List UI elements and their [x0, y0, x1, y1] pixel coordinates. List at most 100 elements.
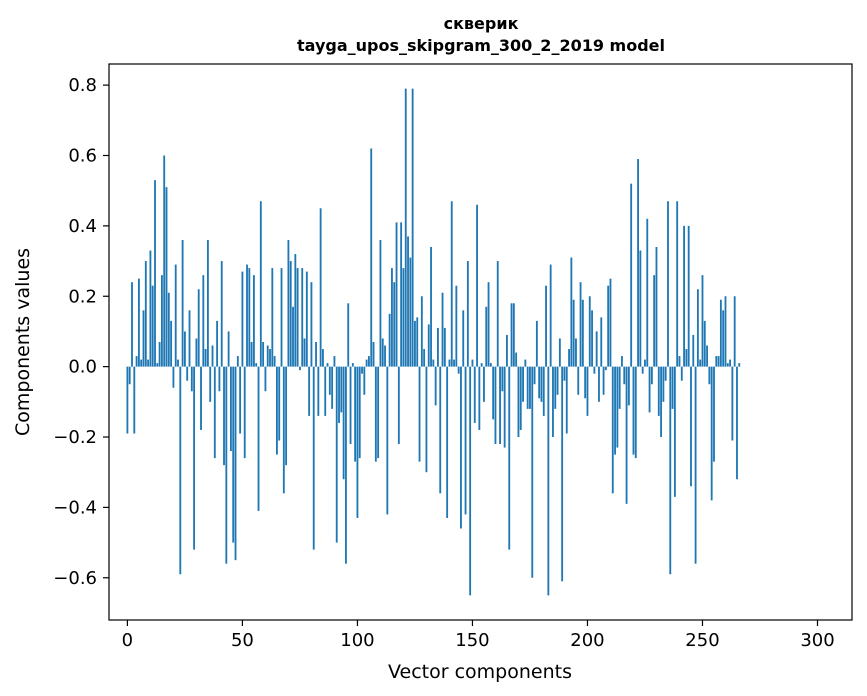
bar: [351, 363, 354, 367]
bar: [384, 345, 386, 367]
x-tick-label: 100: [340, 630, 374, 651]
bar: [437, 327, 439, 367]
bar: [441, 292, 444, 367]
bar: [361, 366, 363, 374]
bar: [434, 366, 437, 406]
bar: [223, 366, 225, 466]
bar: [669, 366, 672, 575]
bar: [340, 366, 343, 413]
bar: [411, 88, 414, 367]
bar: [736, 366, 738, 480]
bar: [294, 254, 297, 367]
bar: [450, 201, 453, 367]
bar: [611, 366, 614, 494]
bar: [206, 239, 209, 367]
bar: [460, 366, 462, 529]
bar: [303, 338, 306, 367]
y-axis-ticks: −0.6 −0.4 −0.2 0.0 0.2 0.4 0.6 0.8: [53, 75, 109, 589]
bar: [660, 366, 662, 438]
bar: [708, 366, 711, 385]
bar: [266, 345, 269, 367]
bar: [703, 320, 706, 367]
bar: [671, 366, 674, 409]
bar: [455, 285, 458, 367]
bar: [538, 366, 541, 399]
bar: [322, 349, 324, 367]
bar: [623, 366, 626, 385]
bar: [188, 310, 191, 367]
bar: [345, 366, 347, 564]
bar: [595, 331, 598, 367]
plot-frame: [108, 63, 853, 621]
bar: [476, 204, 478, 367]
bar: [400, 222, 403, 367]
bar: [386, 366, 389, 515]
bar: [570, 257, 573, 367]
bar: [388, 313, 391, 367]
bar: [545, 285, 547, 367]
bar: [225, 366, 228, 564]
bar: [301, 268, 304, 367]
bar: [598, 366, 600, 402]
bar: [648, 366, 651, 413]
bar: [699, 359, 702, 367]
bar: [243, 366, 246, 459]
bar: [177, 359, 179, 367]
bar: [579, 282, 582, 367]
bar: [563, 366, 566, 381]
bar: [230, 366, 232, 452]
bar: [259, 201, 262, 367]
bar: [687, 225, 690, 367]
bar: [395, 222, 398, 367]
bar: [158, 342, 161, 367]
bar: [494, 366, 497, 445]
bar: [239, 366, 242, 434]
bar: [197, 289, 200, 367]
bar: [312, 366, 315, 550]
bar: [349, 366, 352, 445]
bar: [724, 296, 727, 367]
bar: [625, 366, 628, 504]
bar: [540, 366, 543, 402]
bar: [423, 349, 426, 367]
bar: [156, 363, 159, 367]
bar: [572, 299, 575, 367]
bar: [524, 359, 527, 367]
bar: [683, 225, 685, 367]
bar: [646, 218, 649, 367]
bar: [535, 320, 538, 367]
bar: [432, 359, 435, 367]
bar: [140, 359, 143, 367]
bar: [692, 334, 695, 367]
bar: [315, 342, 317, 367]
bar: [586, 366, 589, 416]
bar: [552, 366, 554, 438]
y-tick-label: −0.2: [53, 427, 97, 448]
bar: [133, 366, 136, 434]
bar: [430, 246, 432, 367]
bar: [211, 345, 214, 367]
bar: [722, 310, 725, 367]
bar: [561, 366, 564, 582]
y-tick-label: −0.6: [53, 568, 97, 589]
bar: [713, 366, 715, 462]
bar: [407, 236, 409, 367]
bar: [655, 246, 658, 367]
bar: [186, 366, 189, 381]
bar: [453, 359, 455, 367]
bar: [478, 366, 481, 430]
bar: [448, 359, 451, 367]
bar: [170, 320, 173, 367]
bar: [554, 366, 557, 409]
bar: [379, 239, 382, 367]
x-tick-label: 150: [455, 630, 489, 651]
bar: [510, 303, 513, 367]
bar: [218, 366, 221, 392]
bar: [285, 366, 288, 466]
bar: [731, 366, 734, 441]
bar: [591, 310, 593, 367]
bar: [287, 239, 290, 367]
bar: [317, 366, 320, 416]
bar: [485, 306, 488, 367]
